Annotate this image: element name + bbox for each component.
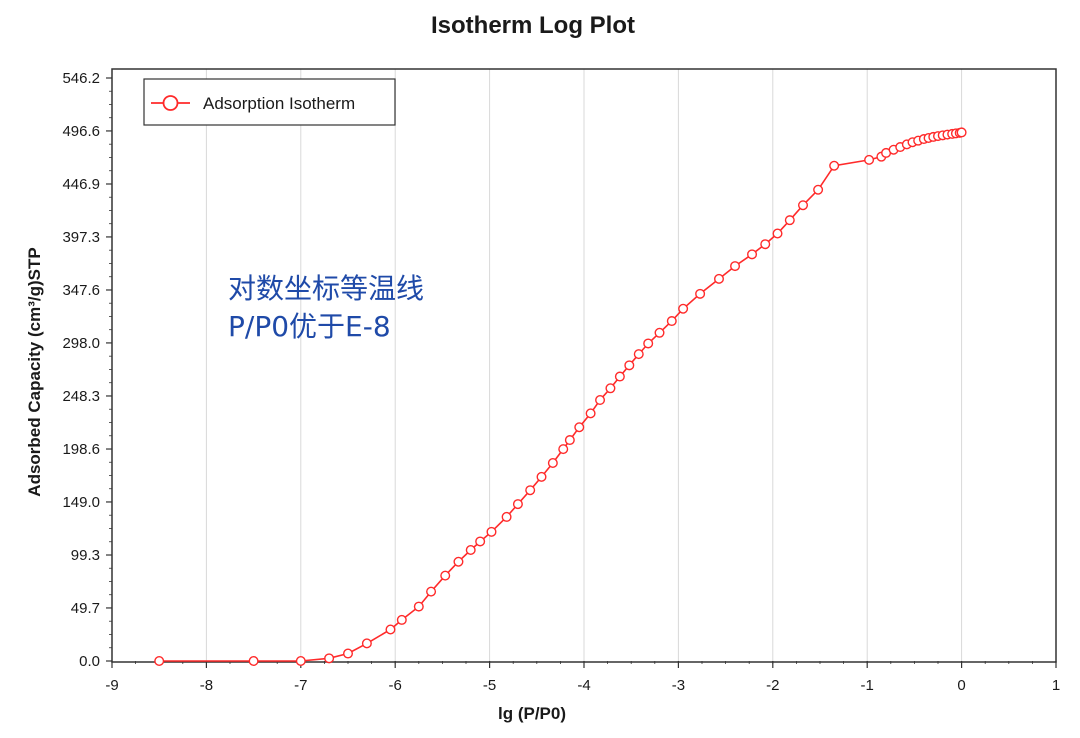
x-tick-label: -5: [483, 677, 496, 694]
data-point: [396, 614, 407, 625]
data-point: [385, 624, 396, 635]
legend: Adsorption Isotherm: [143, 78, 396, 126]
y-tick-label: 546.2: [62, 70, 100, 87]
data-point: [713, 273, 724, 284]
data-point: [666, 316, 677, 327]
y-tick-label: 298.0: [62, 335, 100, 352]
data-point: [633, 349, 644, 360]
data-point: [614, 371, 625, 382]
data-point: [475, 536, 486, 547]
data-point: [413, 601, 424, 612]
data-point: [248, 656, 259, 667]
y-axis-ticks: 0.0 49.7 99.3 149.0 198.6 248.3 298.0 347.6 397.…: [62, 70, 112, 670]
x-tick-label: -6: [389, 677, 402, 694]
legend-marker: [162, 95, 179, 111]
y-tick-label: 0.0: [79, 653, 100, 670]
data-point: [426, 586, 437, 597]
legend-box: [143, 78, 396, 126]
y-tick-label: 347.6: [62, 282, 100, 299]
data-point: [512, 499, 523, 510]
data-point: [695, 288, 706, 299]
annotation-line-2: P/P0优于E-8: [228, 310, 391, 343]
data-point: [772, 228, 783, 239]
x-tick-label: -1: [861, 677, 874, 694]
data-point: [624, 360, 635, 371]
data-point: [864, 154, 875, 165]
x-axis-title: lg (P/P0): [498, 704, 566, 723]
data-point: [730, 261, 741, 272]
x-tick-label: -2: [766, 677, 779, 694]
data-point: [643, 338, 654, 349]
x-tick-label: 0: [957, 677, 965, 694]
y-tick-label: 49.7: [71, 600, 100, 617]
data-point: [536, 471, 547, 482]
y-tick-label: 446.9: [62, 176, 100, 193]
data-point: [829, 160, 840, 171]
chart-title: Isotherm Log Plot: [431, 12, 635, 39]
data-point: [956, 127, 967, 138]
data-point: [295, 656, 306, 667]
data-point: [558, 444, 569, 455]
data-point: [574, 422, 585, 433]
data-point: [564, 435, 575, 446]
data-point: [798, 200, 809, 211]
y-tick-label: 99.3: [71, 547, 100, 564]
data-point: [525, 485, 536, 496]
data-point: [453, 556, 464, 567]
y-axis-title: Adsorbed Capacity (cm³/g)STP: [25, 247, 44, 496]
series-line: [159, 131, 962, 662]
data-point: [324, 653, 335, 664]
data-point: [654, 327, 665, 338]
y-tick-label: 248.3: [62, 388, 100, 405]
data-point: [678, 303, 689, 314]
y-tick-label: 149.0: [62, 494, 100, 511]
data-point: [343, 648, 354, 659]
data-point: [154, 656, 165, 667]
data-point: [440, 570, 451, 581]
data-point: [813, 184, 824, 195]
data-point: [760, 239, 771, 250]
x-tick-label: -3: [672, 677, 685, 694]
x-tick-label: -8: [200, 677, 213, 694]
x-tick-label: -4: [577, 677, 590, 694]
x-tick-label: -7: [294, 677, 307, 694]
data-point: [465, 544, 476, 555]
data-point: [595, 395, 606, 406]
annotation-line-1: 对数坐标等温线: [228, 272, 424, 305]
y-tick-label: 397.3: [62, 229, 100, 246]
x-tick-label: 1: [1052, 677, 1060, 694]
data-point: [486, 526, 497, 537]
data-point: [501, 511, 512, 522]
data-point: [361, 638, 372, 649]
data-point: [547, 458, 558, 469]
legend-label: Adsorption Isotherm: [203, 94, 355, 113]
data-point: [784, 215, 795, 226]
data-point: [585, 408, 596, 419]
grid-lines: [205, 69, 963, 662]
y-tick-label: 496.6: [62, 123, 100, 140]
data-point: [605, 383, 616, 394]
y-tick-label: 198.6: [62, 441, 100, 458]
series-adsorption-isotherm: [154, 127, 967, 667]
x-tick-label: -9: [105, 677, 118, 694]
x-axis-ticks: -9 -8 -7 -6 -5 -4 -3 -2 -1 0 1: [105, 661, 1060, 694]
data-point: [747, 249, 758, 260]
